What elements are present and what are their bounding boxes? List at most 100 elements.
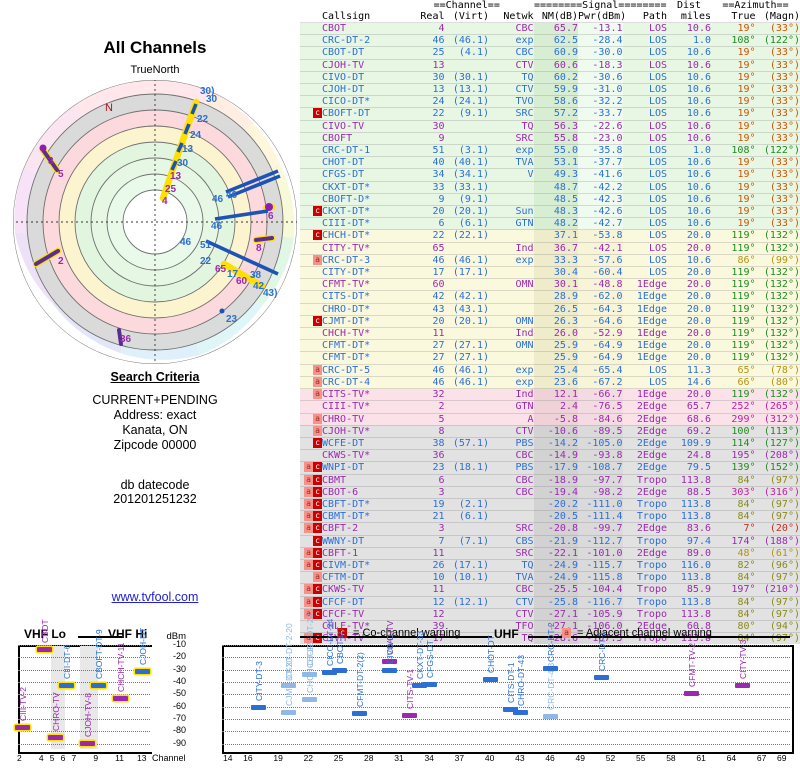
table-row[interactable]: CIII-TV* 2 GTN 2.4 -76.5 2Edge 65.7 252° (265°) [300,400,800,413]
table-row[interactable]: a c CFCF-DT 12 (12.1) CTV -25.8 -116.7 Tropo 113.… [300,595,800,609]
table-row[interactable]: a CHRO-TV 5 A -5.8 -84.6 2Edge 68.6 299° (312°) [300,412,800,426]
cell-callsign[interactable]: CBOT-DT [322,46,400,60]
table-row[interactable]: CJOH-DT 13 (13.1) CTV 59.9 -31.0 LOS 10.6 19° (33… [300,83,800,96]
cochannel-warning-badge[interactable]: c [313,462,322,473]
table-row[interactable]: CITS-DT* 42 (42.1) 28.9 -62.0 1Edge 20.0 119° (1… [300,290,800,304]
data-point-bar[interactable] [593,674,609,680]
adjacent-warning-badge[interactable]: a [304,486,313,497]
table-row[interactable]: a c CBFT-1 11 SRC -22.1 -101.0 2Edge 89.0 48° (61°… [300,546,800,560]
cell-callsign[interactable]: CKWS-TV [322,583,400,597]
cell-callsign[interactable]: WCFE-DT [322,436,400,450]
data-point-bar[interactable] [734,682,750,688]
cell-callsign[interactable]: CFMT-DT* [322,351,400,365]
table-row[interactable]: CICO-DT* 24 (24.1) TVO 58.6 -32.2 LOS 10.6 19° (3… [300,95,800,108]
cell-callsign[interactable]: CHRO-TV [322,412,400,426]
data-point-bar[interactable] [281,683,297,689]
table-row[interactable]: CBOT-DT 25 (4.1) CBC 60.9 -30.0 LOS 10.6 19° (33°… [300,46,800,60]
table-row[interactable]: a c CIVM-DT* 26 (17.1) TQ -24.9 -115.7 Tropo 116.… [300,558,800,572]
cell-callsign[interactable]: CHRO-DT* [322,302,400,316]
data-point-bar[interactable] [513,710,529,716]
table-row[interactable]: CHLF-TV* 39 TFO -27.1 -106.0 2Edge 60.8 80° (94°… [300,619,800,633]
table-row[interactable]: CBOFT-D* 9 (9.1) 48.5 -42.3 LOS 10.6 19° (33°) [300,192,800,206]
cochannel-warning-badge[interactable]: c [313,608,322,619]
cell-callsign[interactable]: CIVO-TV [322,119,400,133]
table-row[interactable]: CFMT-DT* 27 (27.1) 25.9 -64.9 1Edge 20.0 119° (1… [300,351,800,365]
table-row[interactable]: c WCFE-DT 38 (57.1) PBS -14.2 -105.0 2Edge 109.9… [300,436,800,450]
cell-callsign[interactable]: CIII-DT* [322,217,400,230]
table-row[interactable]: CBOT 4 CBC 65.7 -13.1 LOS 10.6 19° (33°) [300,21,800,35]
cell-callsign[interactable]: CBMT-DT* [322,510,400,523]
data-point-bar[interactable] [382,668,398,674]
cochannel-warning-badge[interactable]: c [313,230,322,241]
cell-callsign[interactable]: CKXT-DT* [322,205,400,218]
col-header-netw[interactable]: Netwk [503,11,534,22]
table-row[interactable]: CRC-DT-1 51 (3.1) exp 55.0 -35.8 LOS 1.0 108° (12… [300,144,800,157]
cell-callsign[interactable]: CITY-TV* [322,241,400,255]
data-point-bar[interactable] [301,697,317,703]
cell-callsign[interactable]: CIVO-DT [322,70,400,84]
adjacent-warning-badge[interactable]: a [313,413,322,424]
table-row[interactable]: acCIVM-TV17TQ-28.6-107.5Tropo113.884°(97… [300,632,800,645]
col-header-callsign[interactable]: Callsign [322,11,371,22]
adjacent-warning-badge[interactable]: a [304,596,313,607]
adjacent-warning-badge[interactable]: a [304,498,313,509]
cell-callsign[interactable]: CFCF-TV [322,607,400,621]
adjacent-warning-badge[interactable]: a [304,474,313,485]
adjacent-warning-badge[interactable]: a [304,584,313,595]
cell-callsign[interactable]: CFCF-DT [322,595,400,609]
table-row[interactable]: a c WNPI-DT 23 (18.1) PBS -17.9 -108.7 2Edge 79.5… [300,461,800,475]
cell-callsign[interactable]: CRC-DT-5 [322,363,400,377]
cell-callsign[interactable]: CITY-DT* [322,266,400,279]
cell-callsign[interactable]: CBOFT-DT [322,107,400,121]
table-row[interactable]: a CFTM-DT 10 (10.1) TVA -24.9 -115.8 Tropo 113.8… [300,571,800,584]
data-point-bar[interactable] [543,665,559,671]
data-point-bar[interactable] [382,658,398,664]
adjacent-warning-badge[interactable]: a [304,559,313,570]
table-row[interactable]: CHRO-DT* 43 (43.1) 26.5 -64.3 1Edge 20.0 119° (1… [300,302,800,316]
cochannel-warning-badge[interactable]: c [313,596,322,607]
cell-callsign[interactable]: CBFT-2 [322,522,400,536]
cell-callsign[interactable]: CFMT-TV* [322,278,400,291]
data-point-bar[interactable] [135,668,150,674]
table-row[interactable]: CITY-TV* 65 Ind 36.7 -42.1 LOS 20.0 119° (132°) [300,241,800,255]
data-point-bar[interactable] [684,690,700,696]
table-row[interactable]: c CKXT-DT* 20 (20.1) Sun 48.3 -42.6 LOS 10.6 19°(… [300,205,800,218]
col-header-pwr[interactable]: Pwr(dBm) [578,11,627,22]
data-point-bar[interactable] [251,705,267,711]
cell-callsign[interactable]: CHOT-DT [322,156,400,169]
cochannel-warning-badge[interactable]: c [313,584,322,595]
col-header-magn[interactable]: (Magn) [763,11,800,22]
table-row[interactable]: a c CFCF-TV 12 CTV -27.1 -105.9 Tropo 113.8 84° (9… [300,607,800,621]
cell-callsign[interactable]: CKWS-TV* [322,449,400,462]
cell-callsign[interactable]: CJOH-TV [322,58,400,72]
cochannel-warning-badge[interactable]: c [313,486,322,497]
data-point-bar[interactable] [58,683,74,689]
data-point-bar[interactable] [331,667,347,673]
adjacent-warning-badge[interactable]: a [313,376,322,387]
cell-callsign[interactable]: CITS-DT* [322,290,400,304]
cell-callsign[interactable]: CJOH-DT [322,83,400,96]
col-header-true[interactable]: True [731,11,756,22]
cell-callsign[interactable]: CITS-TV* [322,388,400,401]
table-row[interactable]: c WWNY-DT 7 (7.1) CBS -21.9 -112.7 Tropo 97.4 174… [300,534,800,548]
cell-callsign[interactable]: CRC-DT-4 [322,375,400,389]
data-point-bar[interactable] [113,695,129,701]
tvfool-site-link[interactable]: www.tvfool.com [111,590,199,604]
data-point-bar[interactable] [80,741,96,747]
adjacent-warning-badge[interactable]: a [313,389,322,400]
cell-callsign[interactable]: CBOFT-D* [322,192,400,206]
cell-callsign[interactable]: CHCH-DT* [322,229,400,243]
cell-callsign[interactable]: CKXT-DT* [322,180,400,194]
cell-callsign[interactable]: CFMT-DT* [322,339,400,352]
cochannel-warning-badge[interactable]: c [313,511,322,522]
table-row[interactable]: a CJOH-TV* 8 CTV -10.6 -89.5 2Edge 69.2 100° (113… [300,424,800,438]
col-header-path[interactable]: Path [642,11,667,22]
col-header-miles[interactable]: miles [680,11,711,22]
table-row[interactable]: c CJMT-DT* 20 (20.1) OMN 26.3 -64.6 1Edge 20.0 11… [300,314,800,328]
adjacent-warning-badge[interactable]: a [313,572,322,583]
data-point-bar[interactable] [351,710,367,716]
table-row[interactable]: a CITS-TV* 32 Ind 12.1 -66.7 1Edge 20.0 119° (132… [300,388,800,401]
cell-callsign[interactable]: CRC-DT-3 [322,253,400,267]
table-row[interactable]: CIII-DT* 6 (6.1) GTN 48.2 -42.7 LOS 10.6 19° (33°… [300,217,800,230]
cell-callsign[interactable]: CFGS-DT [322,168,400,182]
